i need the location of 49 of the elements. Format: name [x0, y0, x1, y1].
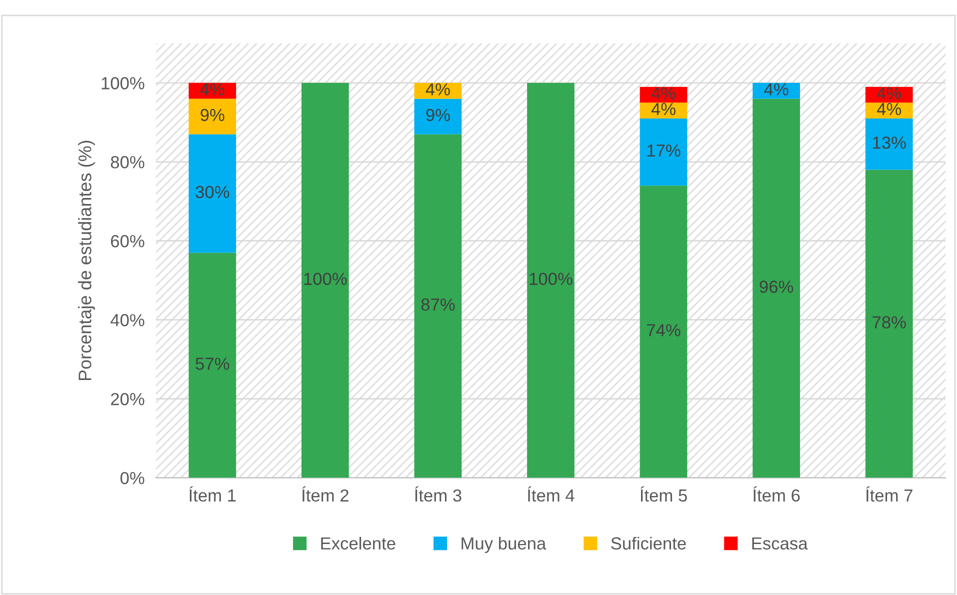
bar: [414, 134, 462, 478]
bar: [865, 118, 913, 170]
y-tick-label: 100%: [102, 77, 144, 90]
data-label: 78%: [872, 316, 906, 328]
x-tick-label: Ítem 6: [753, 486, 800, 502]
data-label: 4%: [651, 103, 676, 116]
legend-label: Muy buena: [462, 536, 546, 554]
y-tick-label: 80%: [110, 156, 144, 168]
data-label: 100%: [530, 272, 572, 286]
x-tick-label: Ítem 2: [302, 486, 348, 502]
data-label: 30%: [196, 186, 230, 198]
data-label: 4%: [764, 83, 788, 96]
bar: [414, 98, 462, 134]
bar: [640, 118, 688, 186]
x-tick-label: Ítem 1: [189, 486, 236, 502]
y-tick-label: 0%: [120, 472, 144, 484]
data-label: 9%: [426, 108, 450, 122]
data-label: 4%: [200, 83, 224, 96]
bar: [188, 252, 236, 478]
data-label: 13%: [873, 136, 906, 149]
x-tick-label: Ítem 3: [415, 486, 462, 502]
bar: [640, 186, 688, 478]
y-tick-label: 60%: [111, 235, 144, 248]
bar: [188, 98, 236, 134]
bar: [301, 82, 349, 478]
y-tick-label: 40%: [110, 314, 144, 326]
data-label: 4%: [426, 83, 450, 96]
data-label: 4%: [876, 87, 902, 100]
data-label: 87%: [421, 298, 455, 311]
data-label: 57%: [196, 358, 230, 370]
bar: [865, 170, 913, 478]
data-label: 17%: [647, 144, 680, 157]
x-tick-label: Ítem 5: [640, 486, 687, 502]
data-label: 4%: [876, 103, 902, 116]
y-axis-title: Porcentaje de estudiantes (%): [78, 140, 95, 380]
x-tick-label: Ítem 7: [866, 486, 912, 502]
bar: [188, 134, 236, 253]
y-tick-label: 20%: [111, 392, 144, 406]
legend-label: Excelente: [321, 536, 396, 550]
bar: [527, 82, 574, 478]
x-tick-label: Ítem 4: [528, 486, 574, 502]
data-label: 74%: [647, 324, 680, 336]
data-label: 96%: [760, 280, 794, 293]
bar: [752, 98, 800, 478]
data-label: 9%: [200, 108, 224, 122]
legend-label: Suficiente: [611, 536, 686, 550]
data-label: 4%: [651, 87, 676, 100]
data-label: 100%: [304, 272, 347, 286]
legend-label: Escasa: [752, 537, 808, 550]
